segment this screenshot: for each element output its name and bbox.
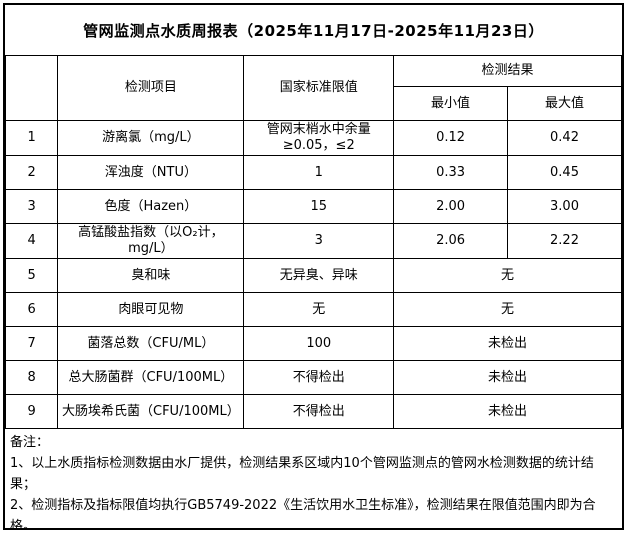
- report-frame: 管网监测点水质周报表（2025年11月17日-2025年11月23日） 检测项目…: [3, 3, 624, 530]
- header-limit: 国家标准限值: [243, 55, 395, 121]
- item-cell: 大肠埃希氏菌（CFU/100ML）: [57, 394, 245, 429]
- result-cell: 未检出: [393, 360, 622, 395]
- limit-cell: 无异臭、异味: [243, 258, 395, 293]
- notes-section: 备注： 1、以上水质指标检测数据由水厂提供，检测结果系区域内10个管网监测点的管…: [5, 429, 622, 530]
- header-item: 检测项目: [57, 55, 245, 121]
- limit-cell: 不得检出: [243, 360, 395, 395]
- row-index: 1: [5, 120, 59, 156]
- water-quality-table: 检测项目 国家标准限值 检测结果 最小值 最大值 1 游离氯（mg/L） 管网末…: [5, 55, 622, 429]
- max-value-cell: 3.00: [507, 189, 622, 224]
- max-value-cell: 2.22: [507, 223, 622, 259]
- item-cell: 浑浊度（NTU）: [57, 155, 245, 190]
- table-row: 8 总大肠菌群（CFU/100ML） 不得检出 未检出: [5, 360, 622, 395]
- table-row: 9 大肠埃希氏菌（CFU/100ML） 不得检出 未检出: [5, 394, 622, 429]
- page-title: 管网监测点水质周报表（2025年11月17日-2025年11月23日）: [83, 21, 544, 40]
- row-index: 2: [5, 155, 59, 190]
- min-value-cell: 0.33: [393, 155, 509, 190]
- result-cell: 未检出: [393, 394, 622, 429]
- limit-cell: 管网末梢水中余量≥0.05，≤2: [243, 120, 395, 156]
- min-value-cell: 2.00: [393, 189, 509, 224]
- item-cell: 总大肠菌群（CFU/100ML）: [57, 360, 245, 395]
- header-result: 检测结果: [393, 55, 622, 87]
- note-2: 2、检测指标及指标限值均执行GB5749-2022《生活饮用水卫生标准》，检测结…: [10, 498, 596, 530]
- row-index: 3: [5, 189, 59, 224]
- row-index: 6: [5, 292, 59, 327]
- row-index: 4: [5, 223, 59, 259]
- result-cell: 无: [393, 258, 622, 293]
- limit-cell: 1: [243, 155, 395, 190]
- notes-label: 备注：: [10, 435, 50, 450]
- table-row: 2 浑浊度（NTU） 1 0.33 0.45: [5, 155, 622, 190]
- row-index: 5: [5, 258, 59, 293]
- table-row: 6 肉眼可见物 无 无: [5, 292, 622, 327]
- limit-cell: 100: [243, 326, 395, 361]
- table-row: 5 臭和味 无异臭、异味 无: [5, 258, 622, 293]
- limit-cell: 3: [243, 223, 395, 259]
- table-row: 7 菌落总数（CFU/ML） 100 未检出: [5, 326, 622, 361]
- row-index: 9: [5, 394, 59, 429]
- row-index: 8: [5, 360, 59, 395]
- result-cell: 无: [393, 292, 622, 327]
- row-index: 7: [5, 326, 59, 361]
- item-cell: 臭和味: [57, 258, 245, 293]
- limit-cell: 15: [243, 189, 395, 224]
- item-cell: 高锰酸盐指数（以O₂计，mg/L）: [57, 223, 245, 259]
- table-row: 1 游离氯（mg/L） 管网末梢水中余量≥0.05，≤2 0.12 0.42: [5, 120, 622, 156]
- item-cell: 菌落总数（CFU/ML）: [57, 326, 245, 361]
- table-row: 3 色度（Hazen） 15 2.00 3.00: [5, 189, 622, 224]
- max-value-cell: 0.42: [507, 120, 622, 156]
- note-1: 1、以上水质指标检测数据由水厂提供，检测结果系区域内10个管网监测点的管网水检测…: [10, 456, 594, 492]
- min-value-cell: 0.12: [393, 120, 509, 156]
- table-row: 4 高锰酸盐指数（以O₂计，mg/L） 3 2.06 2.22: [5, 223, 622, 259]
- header-max: 最大值: [507, 86, 622, 121]
- header-row-top: 检测项目 国家标准限值 检测结果: [5, 55, 622, 121]
- limit-cell: 不得检出: [243, 394, 395, 429]
- min-value-cell: 2.06: [393, 223, 509, 259]
- header-row-sub: 最小值 最大值: [6, 86, 622, 121]
- header-min: 最小值: [393, 86, 509, 121]
- item-cell: 肉眼可见物: [57, 292, 245, 327]
- item-cell: 游离氯（mg/L）: [57, 120, 245, 156]
- item-cell: 色度（Hazen）: [57, 189, 245, 224]
- max-value-cell: 0.45: [507, 155, 622, 190]
- result-cell: 未检出: [393, 326, 622, 361]
- limit-cell: 无: [243, 292, 395, 327]
- header-index: [5, 55, 59, 121]
